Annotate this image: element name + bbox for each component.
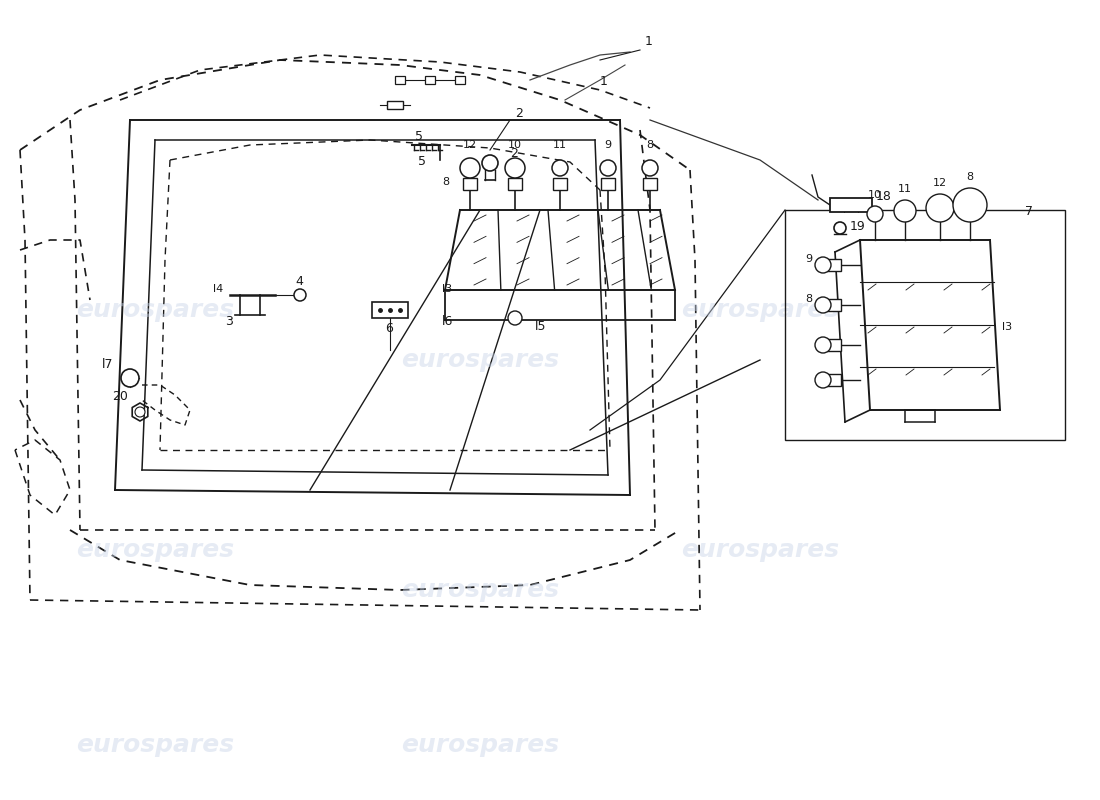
- Text: 10: 10: [508, 140, 522, 150]
- Circle shape: [926, 194, 954, 222]
- Text: 5: 5: [418, 155, 426, 168]
- Text: 4: 4: [295, 275, 302, 288]
- Circle shape: [482, 155, 498, 171]
- Text: 5: 5: [415, 130, 424, 143]
- Bar: [830, 198, 872, 212]
- Text: 8: 8: [805, 294, 812, 304]
- Text: eurospares: eurospares: [76, 538, 234, 562]
- Circle shape: [505, 158, 525, 178]
- Text: l4: l4: [213, 284, 223, 294]
- Bar: [395, 76, 405, 84]
- Text: 18: 18: [876, 190, 892, 203]
- Circle shape: [953, 188, 987, 222]
- Text: 2: 2: [515, 107, 522, 120]
- Text: eurospares: eurospares: [400, 348, 559, 372]
- Bar: [601, 178, 615, 190]
- Text: eurospares: eurospares: [76, 733, 234, 757]
- Circle shape: [121, 369, 139, 387]
- Text: l5: l5: [535, 320, 547, 333]
- Circle shape: [834, 222, 846, 234]
- Text: eurospares: eurospares: [681, 538, 839, 562]
- Text: 11: 11: [553, 140, 566, 150]
- Bar: [508, 178, 522, 190]
- Text: 6: 6: [385, 322, 393, 335]
- Bar: [553, 178, 566, 190]
- Bar: [827, 299, 842, 311]
- Text: 8: 8: [647, 140, 653, 150]
- Text: 8: 8: [442, 177, 449, 187]
- Text: 8: 8: [967, 172, 974, 182]
- Bar: [425, 76, 435, 84]
- Circle shape: [600, 160, 616, 176]
- Text: l3: l3: [442, 284, 452, 294]
- Text: eurospares: eurospares: [681, 298, 839, 322]
- Text: 9: 9: [604, 140, 612, 150]
- Bar: [455, 76, 465, 84]
- Text: eurospares: eurospares: [400, 578, 559, 602]
- Circle shape: [815, 337, 830, 353]
- Circle shape: [552, 160, 568, 176]
- Circle shape: [815, 297, 830, 313]
- Text: 1: 1: [600, 75, 608, 88]
- Circle shape: [815, 372, 830, 388]
- Text: eurospares: eurospares: [400, 733, 559, 757]
- Bar: [827, 259, 842, 271]
- Text: l7: l7: [102, 358, 113, 371]
- Circle shape: [508, 311, 522, 325]
- Text: 12: 12: [933, 178, 947, 188]
- Text: 12: 12: [463, 140, 477, 150]
- Circle shape: [135, 407, 145, 417]
- Circle shape: [815, 257, 830, 273]
- Text: 3: 3: [226, 315, 233, 328]
- Bar: [644, 178, 657, 190]
- Circle shape: [460, 158, 480, 178]
- Circle shape: [294, 289, 306, 301]
- Circle shape: [867, 206, 883, 222]
- Bar: [827, 339, 842, 351]
- Text: 11: 11: [898, 184, 912, 194]
- Text: 1: 1: [645, 35, 653, 48]
- Bar: [372, 302, 408, 318]
- Text: 9: 9: [805, 254, 812, 264]
- Text: l3: l3: [1002, 322, 1012, 332]
- Text: 7: 7: [1025, 205, 1033, 218]
- Text: l6: l6: [442, 315, 453, 328]
- Bar: [463, 178, 477, 190]
- Bar: [785, 210, 1065, 440]
- Text: 20: 20: [112, 390, 128, 403]
- Bar: [387, 101, 403, 109]
- Bar: [827, 374, 842, 386]
- Text: 10: 10: [868, 190, 882, 200]
- Circle shape: [642, 160, 658, 176]
- Circle shape: [894, 200, 916, 222]
- Text: eurospares: eurospares: [76, 298, 234, 322]
- Text: 19: 19: [850, 220, 866, 233]
- Text: 2: 2: [510, 147, 518, 160]
